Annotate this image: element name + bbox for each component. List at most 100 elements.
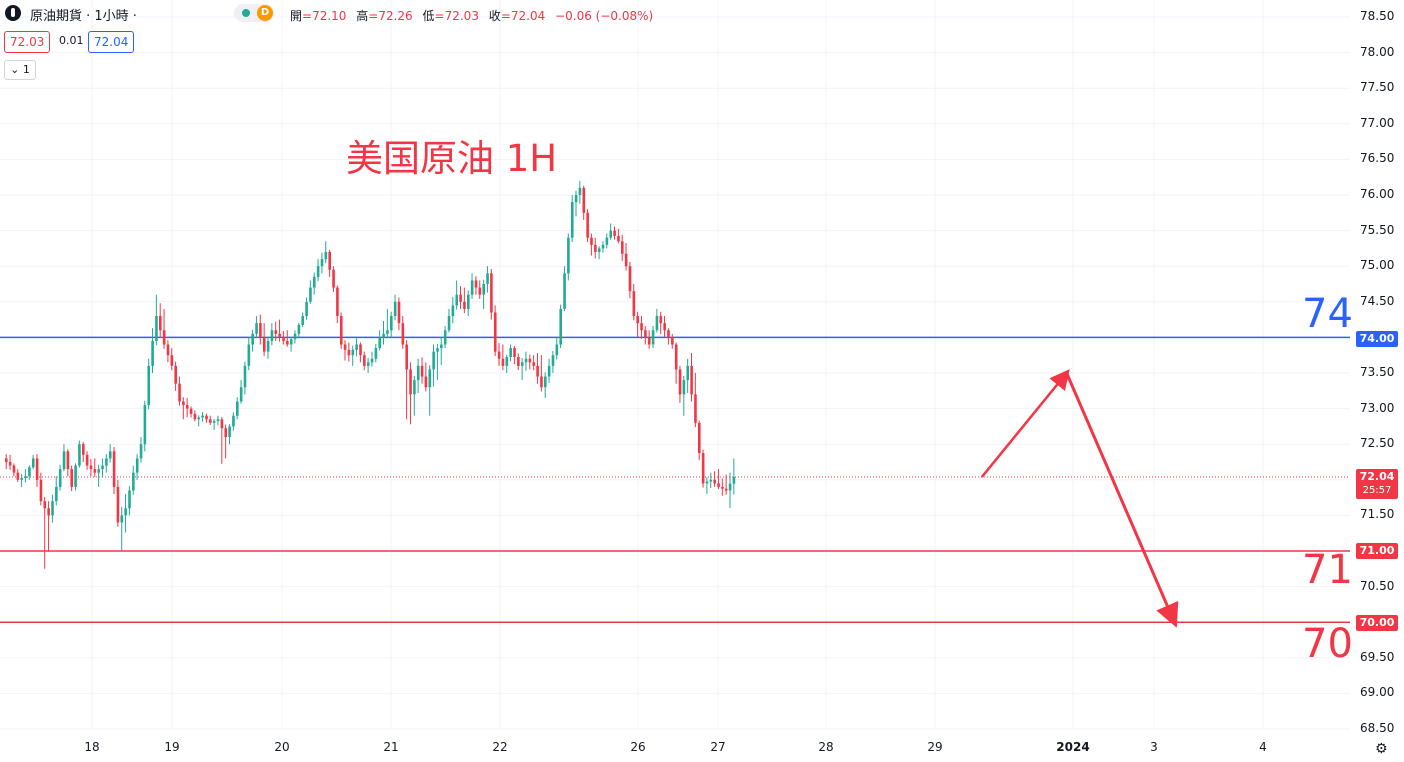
candle-body [101, 465, 104, 470]
market-status-badge[interactable]: D [234, 4, 274, 22]
price-tick-label: 75.00 [1360, 258, 1395, 273]
candle-body [351, 349, 355, 356]
price-tick-label: 68.50 [1360, 721, 1395, 735]
candle-body [212, 421, 216, 423]
sell-price-button[interactable]: 72.03 [4, 31, 51, 53]
candle-body [224, 428, 228, 438]
candle-body [16, 472, 20, 480]
candle-body [35, 458, 39, 480]
candle-body [551, 355, 555, 366]
candle-body [189, 408, 193, 414]
candle-body [31, 458, 35, 468]
candle-body [363, 355, 366, 366]
candle-body [374, 348, 378, 359]
price-tick-label: 76.50 [1360, 151, 1395, 166]
candle-body [85, 454, 89, 466]
price-tick-label: 77.50 [1360, 80, 1395, 95]
candle-body [24, 476, 27, 479]
candle-body [108, 451, 112, 459]
candle-body [628, 266, 632, 292]
settings-gear-icon[interactable]: ⚙ [1375, 741, 1388, 757]
candle-body [58, 469, 62, 487]
candle-body [440, 344, 443, 349]
candle-body [451, 305, 455, 317]
candle-body [459, 294, 462, 302]
current-price-tag: 72.04 25:57 [1356, 469, 1398, 499]
candle-body [651, 330, 655, 345]
candle-body [686, 365, 690, 381]
candle-body [401, 323, 405, 345]
candle-body [216, 419, 220, 422]
time-tick-label: 22 [492, 740, 508, 754]
candle-body [613, 230, 616, 236]
candle-body [647, 337, 651, 345]
candle-body [420, 365, 424, 377]
candle-body [713, 479, 716, 484]
time-tick-label: 26 [630, 740, 646, 754]
candle-body [547, 365, 551, 377]
candle-body [455, 294, 459, 306]
candle-body [289, 339, 293, 345]
candle-body [497, 351, 501, 359]
candle-body [182, 401, 185, 406]
candle-body [239, 387, 243, 402]
candle-body [390, 316, 393, 331]
ohlc-readout: 開=72.10 高=72.26 低=72.03 收=72.04 −0.06 (−… [290, 7, 659, 24]
symbol-title[interactable]: 原油期貨 · 1小時 · [30, 9, 137, 24]
candle-body [474, 280, 478, 288]
candle-body [732, 476, 736, 484]
candle-body [709, 479, 713, 482]
candle-body [578, 187, 582, 195]
price-tick-label: 75.50 [1360, 222, 1395, 237]
level-label-71[interactable]: 71 [1302, 547, 1353, 593]
candle-body [413, 380, 416, 395]
candle-body [574, 195, 578, 203]
candle-body [667, 330, 670, 338]
level-label-70[interactable]: 70 [1302, 621, 1353, 667]
candle-body [463, 301, 466, 309]
candle-body [236, 401, 239, 416]
candle-body [185, 405, 189, 409]
candle-body [159, 316, 162, 331]
open-value: =72.10 [302, 9, 347, 23]
candle-body [197, 417, 201, 420]
indicator-collapse-button[interactable]: ⌄ 1 [4, 60, 36, 80]
candle-body [128, 490, 131, 509]
chart-annotation-title[interactable]: 美国原油 1H [346, 137, 558, 180]
symbol-logo-icon[interactable] [5, 5, 21, 21]
candle-body [166, 344, 170, 356]
candle-body [70, 469, 74, 487]
candle-body [347, 349, 351, 356]
candle-body [586, 212, 589, 238]
candle-body [640, 323, 643, 331]
candle-body [478, 287, 482, 295]
candle-body [20, 478, 23, 480]
candle-body [359, 344, 362, 356]
candle-body [324, 251, 328, 260]
open-label: 開 [290, 9, 303, 23]
level-label-74[interactable]: 74 [1302, 291, 1353, 337]
candle-body [5, 458, 8, 462]
candle-body [39, 479, 43, 502]
time-tick-label: 2024 [1056, 740, 1090, 754]
candle-body [582, 187, 586, 213]
candle-body [286, 340, 289, 345]
candle-body [135, 458, 139, 473]
candle-body [590, 237, 593, 245]
close-label: 收 [488, 9, 501, 23]
candle-body [405, 344, 408, 370]
candle-body [370, 358, 374, 363]
candle-body [328, 251, 331, 270]
candle-body [262, 337, 266, 352]
price-tick-label: 76.00 [1360, 187, 1395, 201]
price-tick-label: 69.50 [1360, 649, 1395, 664]
price-tick-label: 73.00 [1360, 400, 1395, 415]
candle-body [567, 237, 570, 274]
buy-price-button[interactable]: 72.04 [88, 31, 135, 53]
candle-body [597, 248, 601, 252]
time-tick-label: 27 [710, 740, 726, 754]
change-value: −0.06 (−0.08%) [555, 9, 654, 23]
candle-body [28, 467, 31, 477]
candle-body [8, 462, 12, 466]
